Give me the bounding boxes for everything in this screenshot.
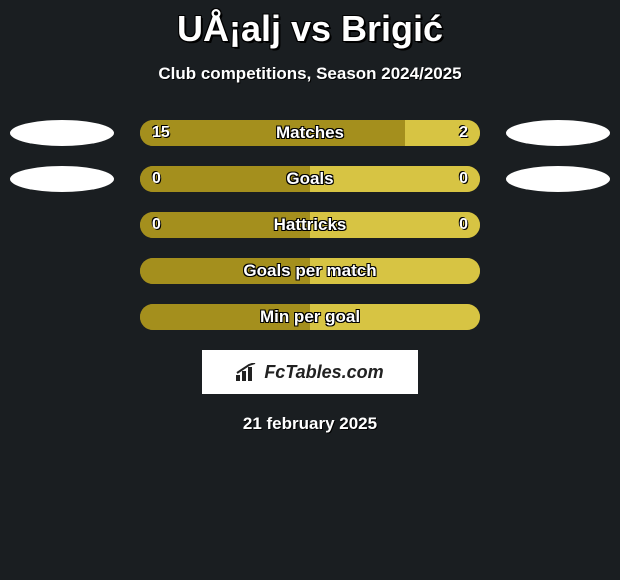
team-oval-left [10, 166, 114, 192]
stat-bar: 0 Goals 0 [140, 166, 480, 192]
stat-label: Hattricks [140, 212, 480, 238]
stat-row: 0 Hattricks 0 [0, 212, 620, 238]
stat-label: Matches [140, 120, 480, 146]
stat-rows: 15 Matches 2 0 Goals 0 0 [0, 120, 620, 330]
logo-text: FcTables.com [264, 362, 383, 383]
stat-row: Goals per match [0, 258, 620, 284]
stat-value-right: 0 [459, 212, 468, 238]
subtitle: Club competitions, Season 2024/2025 [0, 64, 620, 84]
team-oval-right [506, 166, 610, 192]
stat-value-right: 2 [459, 120, 468, 146]
chart-icon [236, 363, 258, 381]
stat-row: 0 Goals 0 [0, 166, 620, 192]
team-oval-right [506, 120, 610, 146]
stat-label: Min per goal [140, 304, 480, 330]
team-oval-left [10, 120, 114, 146]
stat-bar: 15 Matches 2 [140, 120, 480, 146]
date-text: 21 february 2025 [0, 414, 620, 434]
stat-row: 15 Matches 2 [0, 120, 620, 146]
stat-label: Goals [140, 166, 480, 192]
stat-label: Goals per match [140, 258, 480, 284]
stat-row: Min per goal [0, 304, 620, 330]
comparison-card: UÅ¡alj vs Brigić Club competitions, Seas… [0, 0, 620, 580]
stat-value-right: 0 [459, 166, 468, 192]
stat-bar: Goals per match [140, 258, 480, 284]
fctables-logo: FcTables.com [202, 350, 418, 394]
stat-bar: 0 Hattricks 0 [140, 212, 480, 238]
stat-bar: Min per goal [140, 304, 480, 330]
page-title: UÅ¡alj vs Brigić [0, 0, 620, 50]
